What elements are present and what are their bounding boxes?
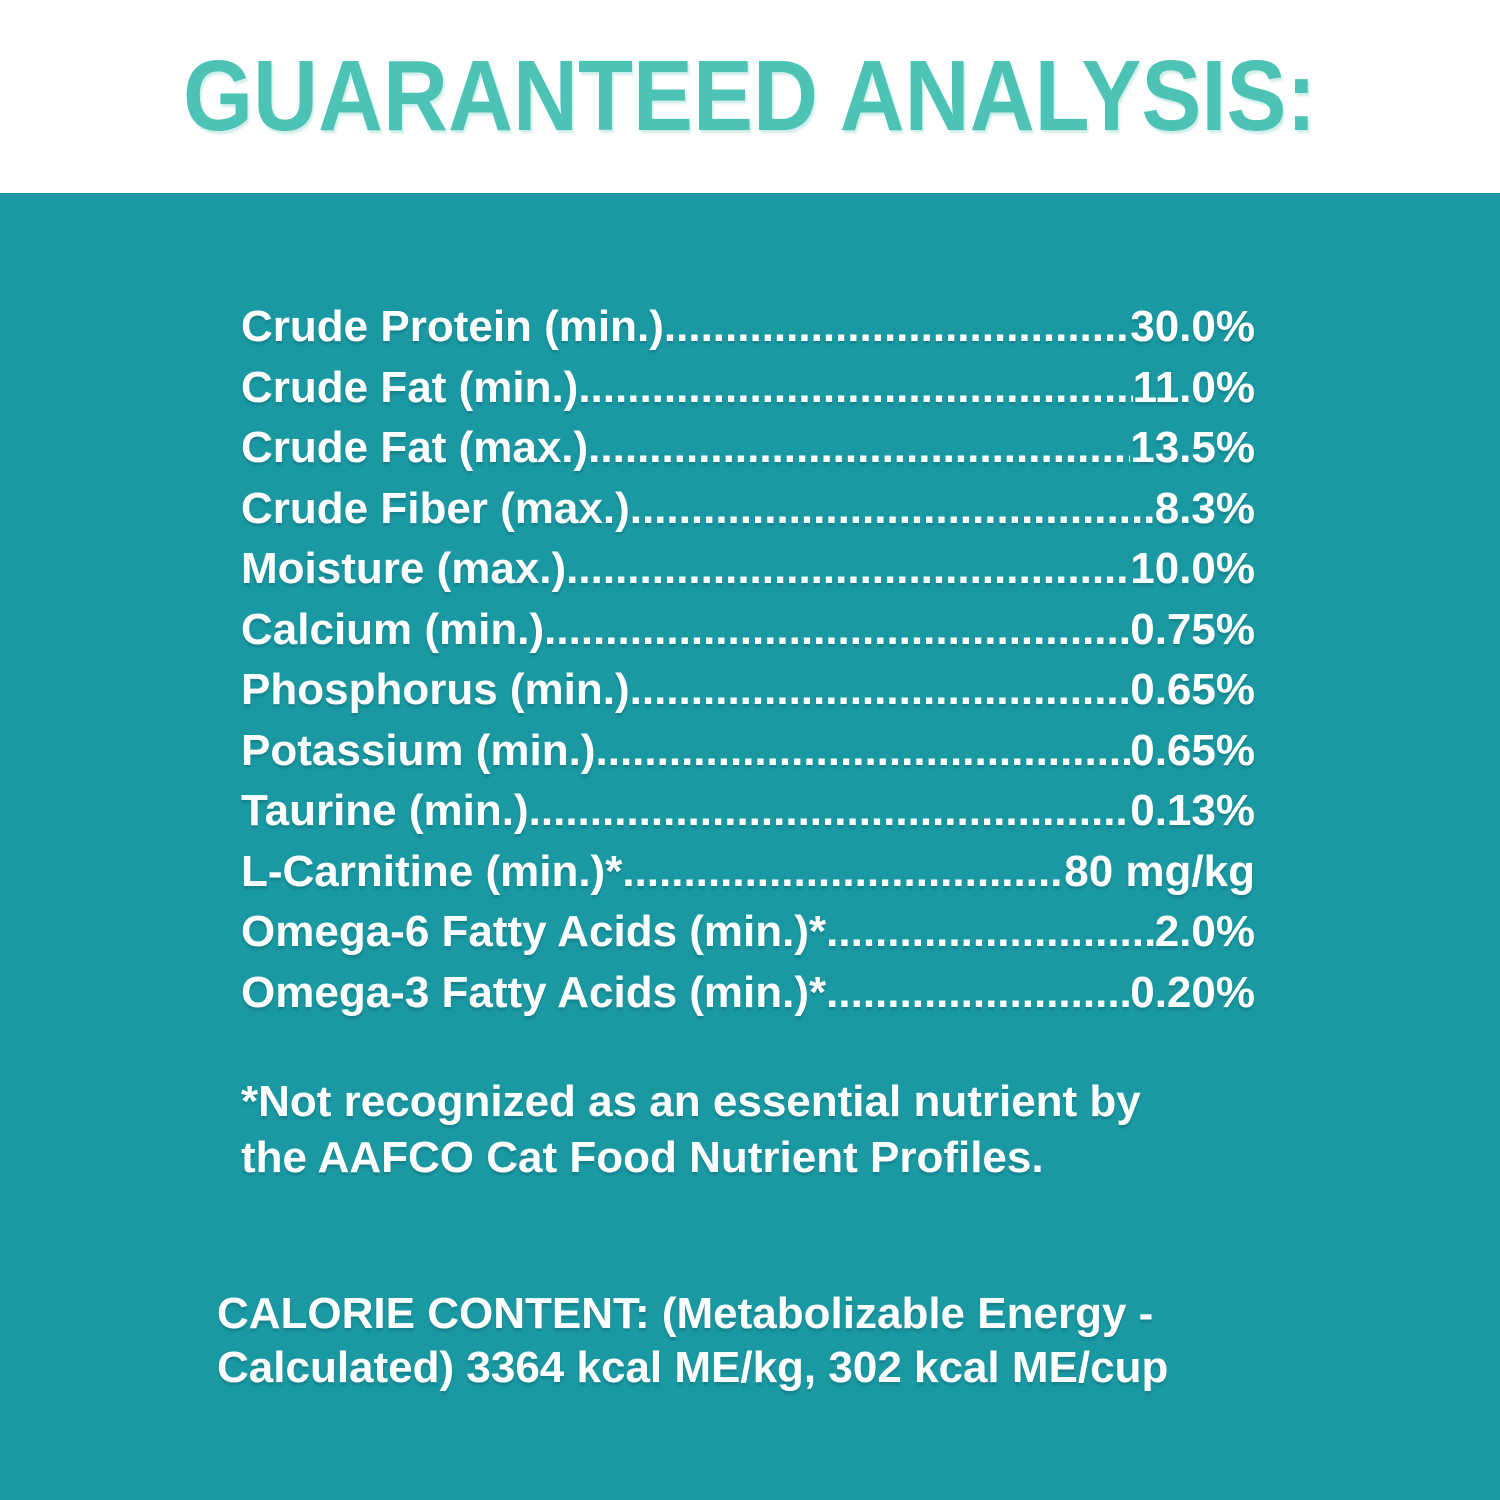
nutrient-value: 11.0%: [1132, 362, 1255, 412]
nutrient-value: 10.0%: [1130, 544, 1255, 593]
nutrient-label: Crude Fat (min.): [241, 362, 579, 412]
calorie-line: Calculated) 3364 kcal ME/kg, 302 kcal ME…: [217, 1343, 1169, 1392]
dot-leader: [588, 418, 1130, 479]
nutrient-value: 0.75%: [1130, 604, 1255, 654]
nutrient-row: Crude Fiber (max.) 8.3%: [241, 479, 1255, 540]
nutrient-row: Crude Fat (max.) 13.5%: [241, 418, 1255, 479]
dot-leader: [566, 539, 1130, 600]
nutrient-label: Crude Fiber (max.): [241, 483, 630, 533]
nutrient-label: Crude Fat (max.): [241, 423, 589, 472]
nutrient-value: 8.3%: [1154, 483, 1255, 533]
nutrient-row: Crude Fat (min.) 11.0%: [241, 358, 1255, 419]
nutrient-row: Moisture (max.) 10.0%: [241, 539, 1255, 600]
nutrient-row: Omega-3 Fatty Acids (min.)* 0.20%: [241, 963, 1255, 1024]
nutrient-value: 2.0%: [1154, 907, 1255, 956]
nutrient-row: Phosphorus (min.) 0.65%: [241, 660, 1255, 721]
footnote-line: the AAFCO Cat Food Nutrient Profiles.: [241, 1133, 1044, 1182]
nutrient-row: Potassium (min.) 0.65%: [241, 721, 1255, 782]
nutrient-label: Omega-3 Fatty Acids (min.)*: [241, 967, 827, 1017]
nutrient-label: Moisture (max.): [241, 544, 567, 593]
nutrient-row: L-Carnitine (min.)* 80 mg/kg: [241, 842, 1255, 903]
nutrient-label: L-Carnitine (min.)*: [241, 846, 623, 896]
calorie-content: CALORIE CONTENT: (Metabolizable Energy -…: [217, 1287, 1397, 1395]
nutrient-label: Potassium (min.): [241, 725, 596, 775]
dot-leader: [664, 297, 1130, 358]
dot-leader: [622, 842, 1064, 903]
dot-leader: [630, 479, 1155, 540]
nutrient-label: Omega-6 Fatty Acids (min.)*: [241, 907, 827, 956]
nutrient-value: 80 mg/kg: [1064, 846, 1255, 896]
nutrient-row: Taurine (min.) 0.13%: [241, 781, 1255, 842]
nutrient-label: Calcium (min.): [241, 604, 545, 654]
nutrient-row: Crude Protein (min.) 30.0%: [241, 297, 1255, 358]
nutrient-value: 0.13%: [1130, 786, 1255, 835]
dot-leader: [826, 963, 1130, 1024]
dot-leader: [578, 358, 1132, 419]
footnote: *Not recognized as an essential nutrient…: [241, 1074, 1341, 1186]
dot-leader: [630, 660, 1131, 721]
calorie-line: CALORIE CONTENT: (Metabolizable Energy -: [217, 1289, 1154, 1338]
title-band: GUARANTEED ANALYSIS:: [0, 0, 1500, 193]
nutrient-value: 30.0%: [1130, 302, 1255, 351]
nutrient-label: Crude Protein (min.): [241, 302, 664, 351]
dot-leader: [544, 600, 1130, 661]
nutrient-label: Taurine (min.): [241, 786, 529, 835]
nutrient-value: 0.65%: [1130, 725, 1255, 775]
nutrient-list: Crude Protein (min.) 30.0% Crude Fat (min.…: [241, 297, 1255, 1023]
nutrient-label: Phosphorus (min.): [241, 665, 630, 714]
nutrient-row: Omega-6 Fatty Acids (min.)* 2.0%: [241, 902, 1255, 963]
dot-leader: [529, 781, 1131, 842]
nutrient-value: 13.5%: [1130, 423, 1255, 472]
nutrient-value: 0.20%: [1130, 967, 1255, 1017]
dot-leader: [826, 902, 1155, 963]
nutrient-row: Calcium (min.) 0.75%: [241, 600, 1255, 661]
dot-leader: [596, 721, 1131, 782]
page-title: GUARANTEED ANALYSIS:: [183, 40, 1317, 152]
nutrient-value: 0.65%: [1130, 665, 1255, 714]
footnote-line: *Not recognized as an essential nutrient…: [241, 1077, 1141, 1126]
